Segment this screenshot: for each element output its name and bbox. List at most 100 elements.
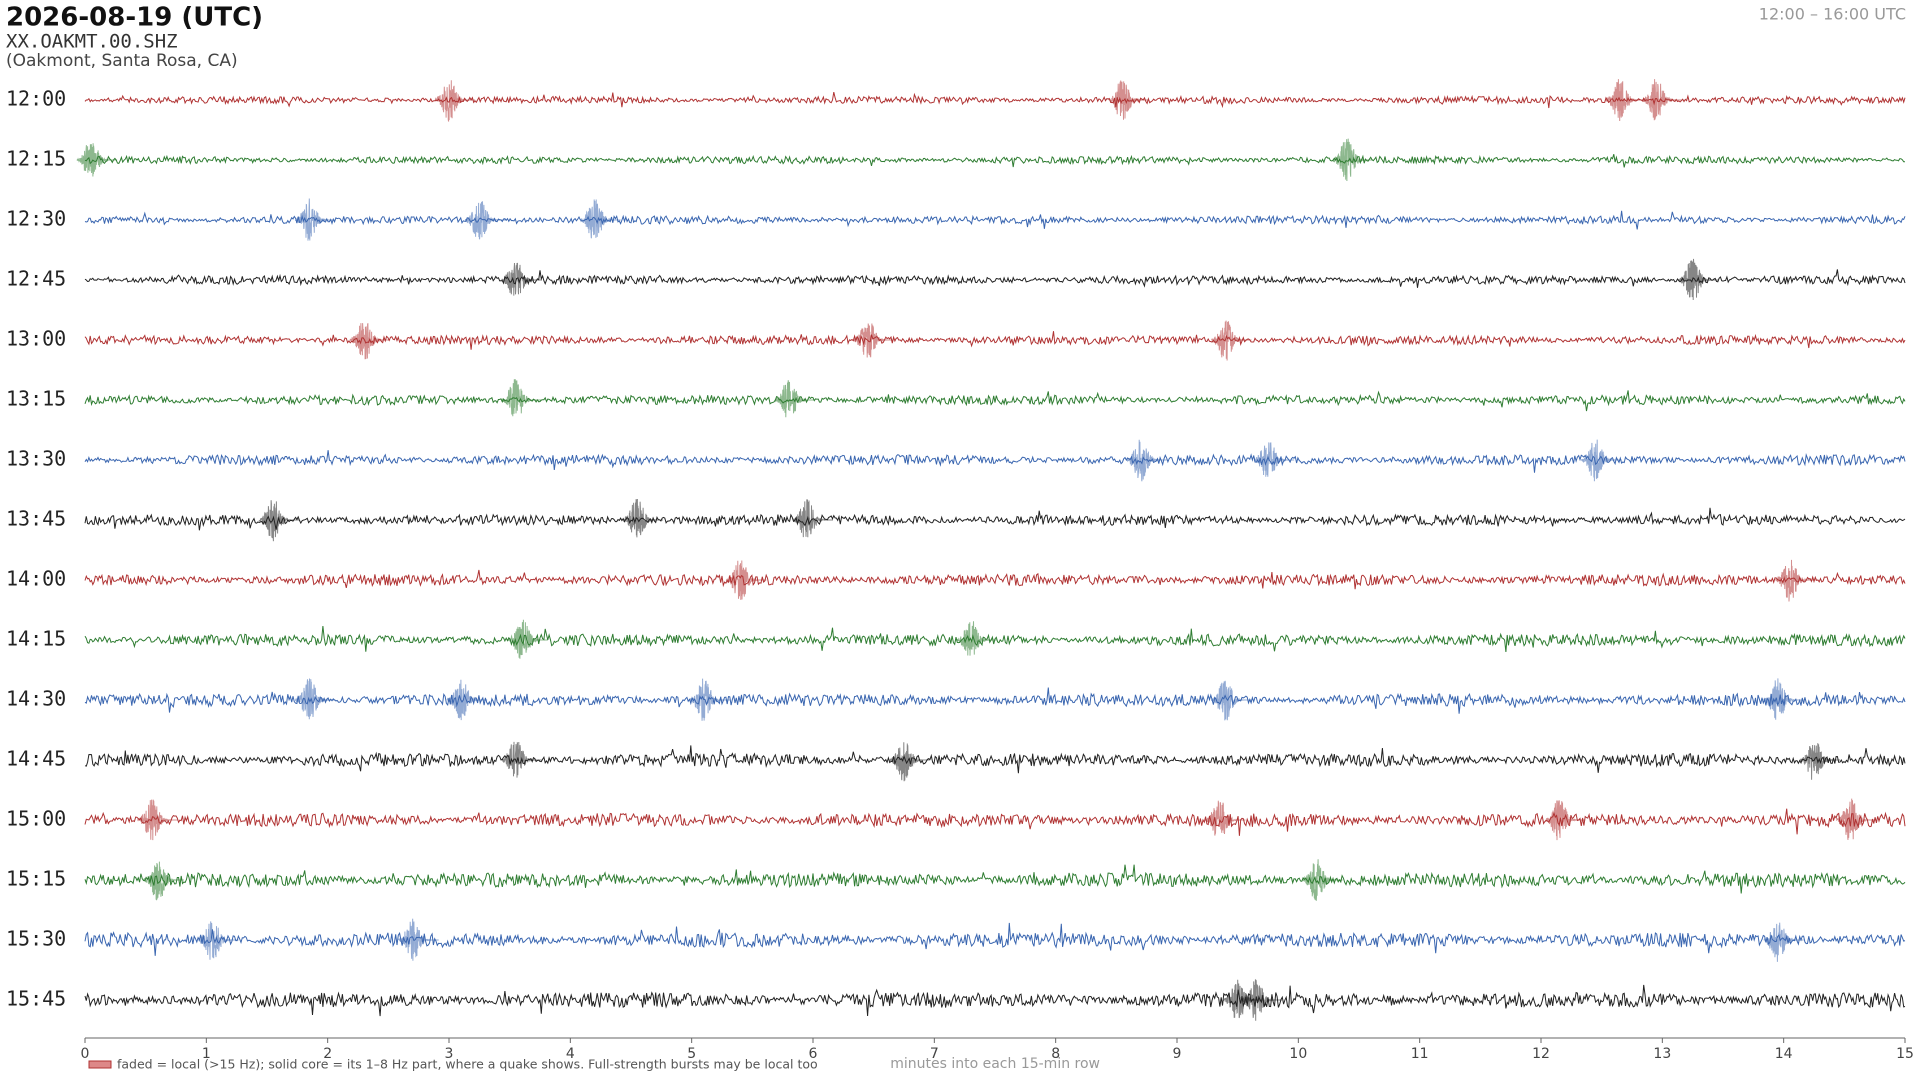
trace: [84, 507, 1906, 531]
event-burst: [446, 679, 488, 721]
x-tick-label: 8: [1051, 1046, 1060, 1062]
trace: [84, 625, 1906, 652]
chart-title: 2026-08-19 (UTC): [6, 3, 263, 33]
x-tick-label: 6: [809, 1046, 818, 1062]
x-tick-label: 10: [1289, 1046, 1307, 1062]
row-label: 14:00: [6, 567, 66, 591]
x-tick-label: 0: [81, 1046, 90, 1062]
event-burst: [1581, 439, 1622, 482]
event-burst: [1211, 680, 1252, 721]
event-burst: [501, 741, 542, 778]
event-burst: [76, 143, 118, 177]
x-tick-label: 15: [1896, 1046, 1914, 1062]
row-label: 13:15: [6, 387, 66, 411]
row-label: 13:00: [6, 327, 66, 351]
event-burst: [501, 379, 542, 417]
event-burst: [1544, 800, 1586, 841]
trace: [84, 210, 1906, 230]
x-tick-label: 2: [323, 1046, 332, 1062]
row-label: 14:30: [6, 687, 66, 711]
trace: [84, 864, 1906, 894]
event-burst: [792, 499, 833, 538]
legend-note: faded = local (>15 Hz); solid core = its…: [117, 1057, 818, 1072]
event-burst: [1763, 922, 1804, 962]
x-tick-label: 7: [930, 1046, 939, 1062]
row-label: 12:30: [6, 207, 66, 231]
event-burst: [1775, 559, 1816, 602]
x-tick-label: 1: [202, 1046, 211, 1062]
row-label: 12:45: [6, 267, 66, 291]
event-burst: [1678, 258, 1719, 301]
event-burst: [1642, 79, 1683, 121]
row-label: 15:15: [6, 867, 66, 891]
trace: [84, 922, 1906, 956]
row-label: 13:45: [6, 507, 66, 531]
trace: [84, 450, 1906, 473]
event-burst: [434, 80, 476, 122]
event-burst: [956, 621, 997, 656]
event-burst: [137, 799, 178, 841]
event-burst: [889, 742, 931, 782]
event-burst: [1241, 978, 1282, 1021]
row-label: 15:45: [6, 987, 66, 1011]
row-label: 15:30: [6, 927, 66, 951]
event-burst: [1211, 320, 1252, 361]
trace: [84, 984, 1906, 1017]
event-burst: [143, 861, 184, 901]
trace: [84, 745, 1906, 774]
event-burst: [501, 262, 542, 296]
x-tick-label: 3: [445, 1046, 454, 1062]
legend-swatch: [88, 1060, 112, 1069]
trace: [84, 808, 1906, 836]
x-tick-label: 12: [1532, 1046, 1550, 1062]
event-burst: [1836, 798, 1877, 840]
x-tick-label: 9: [1173, 1046, 1182, 1062]
event-burst: [580, 199, 621, 239]
row-label: 13:30: [6, 447, 66, 471]
row-label: 12:00: [6, 87, 66, 111]
row-label: 14:45: [6, 747, 66, 771]
x-tick-label: 14: [1775, 1046, 1793, 1062]
event-burst: [464, 201, 506, 240]
x-tick-label: 4: [566, 1046, 575, 1062]
trace: [84, 569, 1906, 590]
row-label: 15:00: [6, 807, 66, 831]
event-burst: [1126, 439, 1167, 482]
location: (Oakmont, Santa Rosa, CA): [6, 51, 238, 71]
trace: [84, 154, 1905, 168]
event-burst: [622, 498, 664, 538]
trace: [84, 269, 1906, 288]
event-burst: [853, 323, 894, 358]
event-burst: [1763, 678, 1804, 720]
station: XX.OAKMT.00.SHZ: [6, 31, 178, 53]
event-burst: [1205, 800, 1246, 836]
event-burst: [1108, 80, 1149, 120]
event-burst: [198, 921, 239, 960]
event-burst: [507, 619, 548, 659]
event-burst: [295, 198, 336, 241]
x-tick-label: 13: [1653, 1046, 1671, 1062]
trace: [84, 687, 1906, 714]
trace: [84, 390, 1906, 412]
event-burst: [1253, 442, 1295, 477]
x-axis-label: minutes into each 15-min row: [890, 1056, 1100, 1072]
event-burst: [398, 918, 439, 961]
trace: [84, 91, 1906, 109]
x-tick-label: 11: [1411, 1046, 1429, 1062]
event-burst: [1332, 138, 1373, 182]
event-burst: [774, 380, 815, 418]
event-burst: [349, 323, 391, 360]
row-label: 12:15: [6, 147, 66, 171]
trace: [84, 331, 1906, 350]
event-burst: [689, 678, 730, 721]
row-label: 14:15: [6, 627, 66, 651]
event-burst: [295, 678, 336, 720]
x-tick-label: 5: [687, 1046, 696, 1062]
event-burst: [1605, 79, 1646, 122]
time-range: 12:00 – 16:00 UTC: [1759, 5, 1906, 24]
event-burst: [258, 500, 300, 542]
event-burst: [725, 560, 767, 600]
event-burst: [1799, 743, 1841, 780]
